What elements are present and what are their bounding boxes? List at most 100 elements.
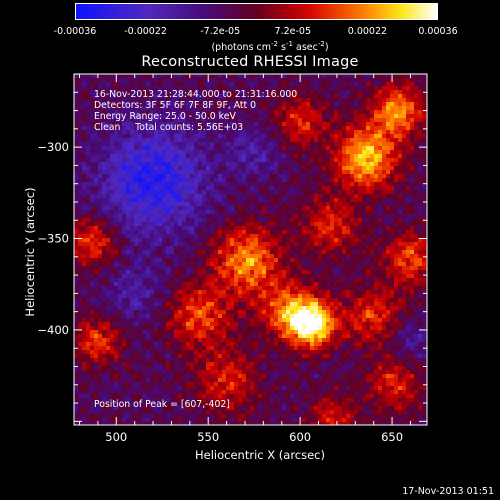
heatmap-cell <box>266 182 271 187</box>
heatmap-cell <box>250 178 255 183</box>
heatmap-cell <box>94 90 99 95</box>
heatmap-cell <box>98 78 103 83</box>
heatmap-cell <box>102 74 107 79</box>
heatmap-cell <box>410 194 415 199</box>
heatmap-cell <box>194 286 199 291</box>
heatmap-cell <box>286 122 291 127</box>
heatmap-cell <box>346 114 351 119</box>
heatmap-cell <box>242 110 247 115</box>
heatmap-cell <box>334 238 339 243</box>
heatmap-cell <box>118 150 123 155</box>
heatmap-cell <box>218 242 223 247</box>
heatmap-cell <box>346 198 351 203</box>
heatmap-cell <box>390 278 395 283</box>
heatmap-cell <box>258 246 263 251</box>
heatmap-cell <box>422 266 427 271</box>
heatmap-cell <box>74 102 79 107</box>
heatmap-cell <box>94 218 99 223</box>
heatmap-cell <box>230 74 235 79</box>
heatmap-cell <box>206 254 211 259</box>
heatmap-cell <box>102 294 107 299</box>
heatmap-cell <box>298 142 303 147</box>
heatmap-cell <box>394 214 399 219</box>
heatmap-cell <box>134 214 139 219</box>
heatmap-cell <box>274 142 279 147</box>
heatmap-cell <box>174 174 179 179</box>
heatmap-cell <box>254 286 259 291</box>
heatmap-cell <box>362 174 367 179</box>
heatmap-cell <box>350 166 355 171</box>
heatmap-cell <box>366 290 371 295</box>
heatmap-cell <box>86 258 91 263</box>
heatmap-cell <box>410 274 415 279</box>
heatmap-cell <box>398 150 403 155</box>
heatmap-cell <box>82 266 87 271</box>
heatmap-cell <box>242 74 247 79</box>
heatmap-cell <box>242 174 247 179</box>
heatmap-cell <box>370 242 375 247</box>
heatmap-cell <box>346 130 351 135</box>
heatmap-cell <box>150 258 155 263</box>
heatmap-cell <box>226 266 231 271</box>
heatmap-cell <box>390 238 395 243</box>
heatmap-cell <box>402 294 407 299</box>
heatmap-cell <box>314 246 319 251</box>
heatmap-cell <box>362 114 367 119</box>
heatmap-cell <box>418 150 423 155</box>
heatmap-cell <box>342 158 347 163</box>
heatmap-cell <box>186 294 191 299</box>
heatmap-cell <box>246 258 251 263</box>
heatmap-cell <box>250 286 255 291</box>
heatmap-cell <box>150 86 155 91</box>
heatmap-cell <box>410 206 415 211</box>
heatmap-cell <box>130 190 135 195</box>
heatmap-cell <box>350 174 355 179</box>
heatmap-cell <box>346 238 351 243</box>
heatmap-cell <box>206 266 211 271</box>
heatmap-cell <box>342 178 347 183</box>
heatmap-cell <box>178 294 183 299</box>
heatmap-cell <box>106 86 111 91</box>
heatmap-cell <box>410 134 415 139</box>
heatmap-cell <box>126 206 131 211</box>
heatmap-cell <box>226 226 231 231</box>
heatmap-cell <box>386 230 391 235</box>
heatmap-cell <box>114 282 119 287</box>
heatmap-cell <box>198 294 203 299</box>
heatmap-cell <box>330 174 335 179</box>
heatmap-cell <box>106 150 111 155</box>
heatmap-cell <box>274 246 279 251</box>
heatmap-cell <box>102 214 107 219</box>
heatmap-cell <box>350 238 355 243</box>
heatmap-cell <box>270 246 275 251</box>
heatmap-cell <box>282 222 287 227</box>
heatmap-cell <box>214 254 219 259</box>
heatmap-cell <box>102 90 107 95</box>
heatmap-cell <box>170 154 175 159</box>
heatmap-cell <box>126 150 131 155</box>
heatmap-cell <box>250 82 255 87</box>
heatmap-cell <box>410 254 415 259</box>
heatmap-cell <box>282 218 287 223</box>
heatmap-cell <box>198 182 203 187</box>
heatmap-cell <box>126 174 131 179</box>
heatmap-cell <box>122 222 127 227</box>
heatmap-cell <box>90 222 95 227</box>
heatmap-cell <box>130 198 135 203</box>
heatmap-cell <box>86 98 91 103</box>
heatmap-cell <box>158 126 163 131</box>
heatmap-cell <box>374 290 379 295</box>
heatmap-cell <box>102 154 107 159</box>
heatmap-cell <box>182 178 187 183</box>
heatmap-cell <box>346 222 351 227</box>
heatmap-cell <box>254 166 259 171</box>
heatmap-cell <box>146 218 151 223</box>
heatmap-cell <box>246 210 251 215</box>
heatmap-cell <box>358 198 363 203</box>
heatmap-cell <box>346 102 351 107</box>
heatmap-cell <box>74 238 79 243</box>
heatmap-cell <box>150 166 155 171</box>
heatmap-cell <box>146 174 151 179</box>
heatmap-cell <box>378 242 383 247</box>
heatmap-cell <box>422 250 427 255</box>
